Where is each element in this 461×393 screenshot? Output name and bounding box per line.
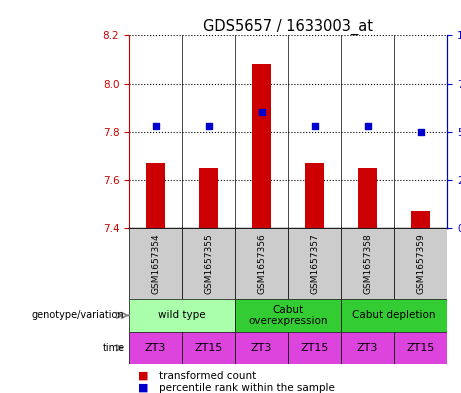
- Text: genotype/variation: genotype/variation: [32, 310, 124, 320]
- Text: GSM1657358: GSM1657358: [363, 233, 372, 294]
- Text: ■: ■: [138, 383, 149, 393]
- Bar: [235, 228, 288, 299]
- Bar: [252, 64, 271, 228]
- Bar: [182, 228, 235, 299]
- Text: ZT3: ZT3: [357, 343, 378, 353]
- Text: ZT15: ZT15: [195, 343, 223, 353]
- Bar: [394, 228, 447, 299]
- Title: GDS5657 / 1633003_at: GDS5657 / 1633003_at: [203, 19, 373, 35]
- Point: [205, 123, 212, 129]
- Bar: [182, 332, 235, 364]
- Point: [152, 123, 160, 129]
- Text: transformed count: transformed count: [159, 371, 256, 381]
- Text: ZT3: ZT3: [251, 343, 272, 353]
- Bar: [288, 332, 341, 364]
- Text: GSM1657356: GSM1657356: [257, 233, 266, 294]
- Bar: [341, 228, 394, 299]
- Point: [258, 109, 265, 116]
- Bar: [146, 163, 165, 228]
- Bar: [199, 168, 218, 228]
- Text: Cabut
overexpression: Cabut overexpression: [248, 305, 328, 326]
- Bar: [394, 332, 447, 364]
- Bar: [288, 228, 341, 299]
- Text: Cabut depletion: Cabut depletion: [352, 310, 436, 320]
- Text: GSM1657357: GSM1657357: [310, 233, 319, 294]
- Bar: [358, 168, 377, 228]
- Bar: [235, 332, 288, 364]
- Bar: [305, 163, 324, 228]
- Text: GSM1657354: GSM1657354: [151, 233, 160, 294]
- Bar: [129, 299, 235, 332]
- Bar: [411, 211, 430, 228]
- Text: percentile rank within the sample: percentile rank within the sample: [159, 383, 335, 393]
- Bar: [341, 332, 394, 364]
- Text: GSM1657359: GSM1657359: [416, 233, 425, 294]
- Text: GSM1657355: GSM1657355: [204, 233, 213, 294]
- Point: [311, 123, 318, 129]
- Text: wild type: wild type: [158, 310, 206, 320]
- Bar: [235, 299, 341, 332]
- Text: ■: ■: [138, 371, 149, 381]
- Text: ZT3: ZT3: [145, 343, 166, 353]
- Bar: [129, 228, 182, 299]
- Point: [417, 129, 424, 135]
- Text: ZT15: ZT15: [301, 343, 329, 353]
- Bar: [341, 299, 447, 332]
- Point: [364, 123, 372, 129]
- Bar: [129, 332, 182, 364]
- Text: time: time: [102, 343, 124, 353]
- Text: ZT15: ZT15: [407, 343, 435, 353]
